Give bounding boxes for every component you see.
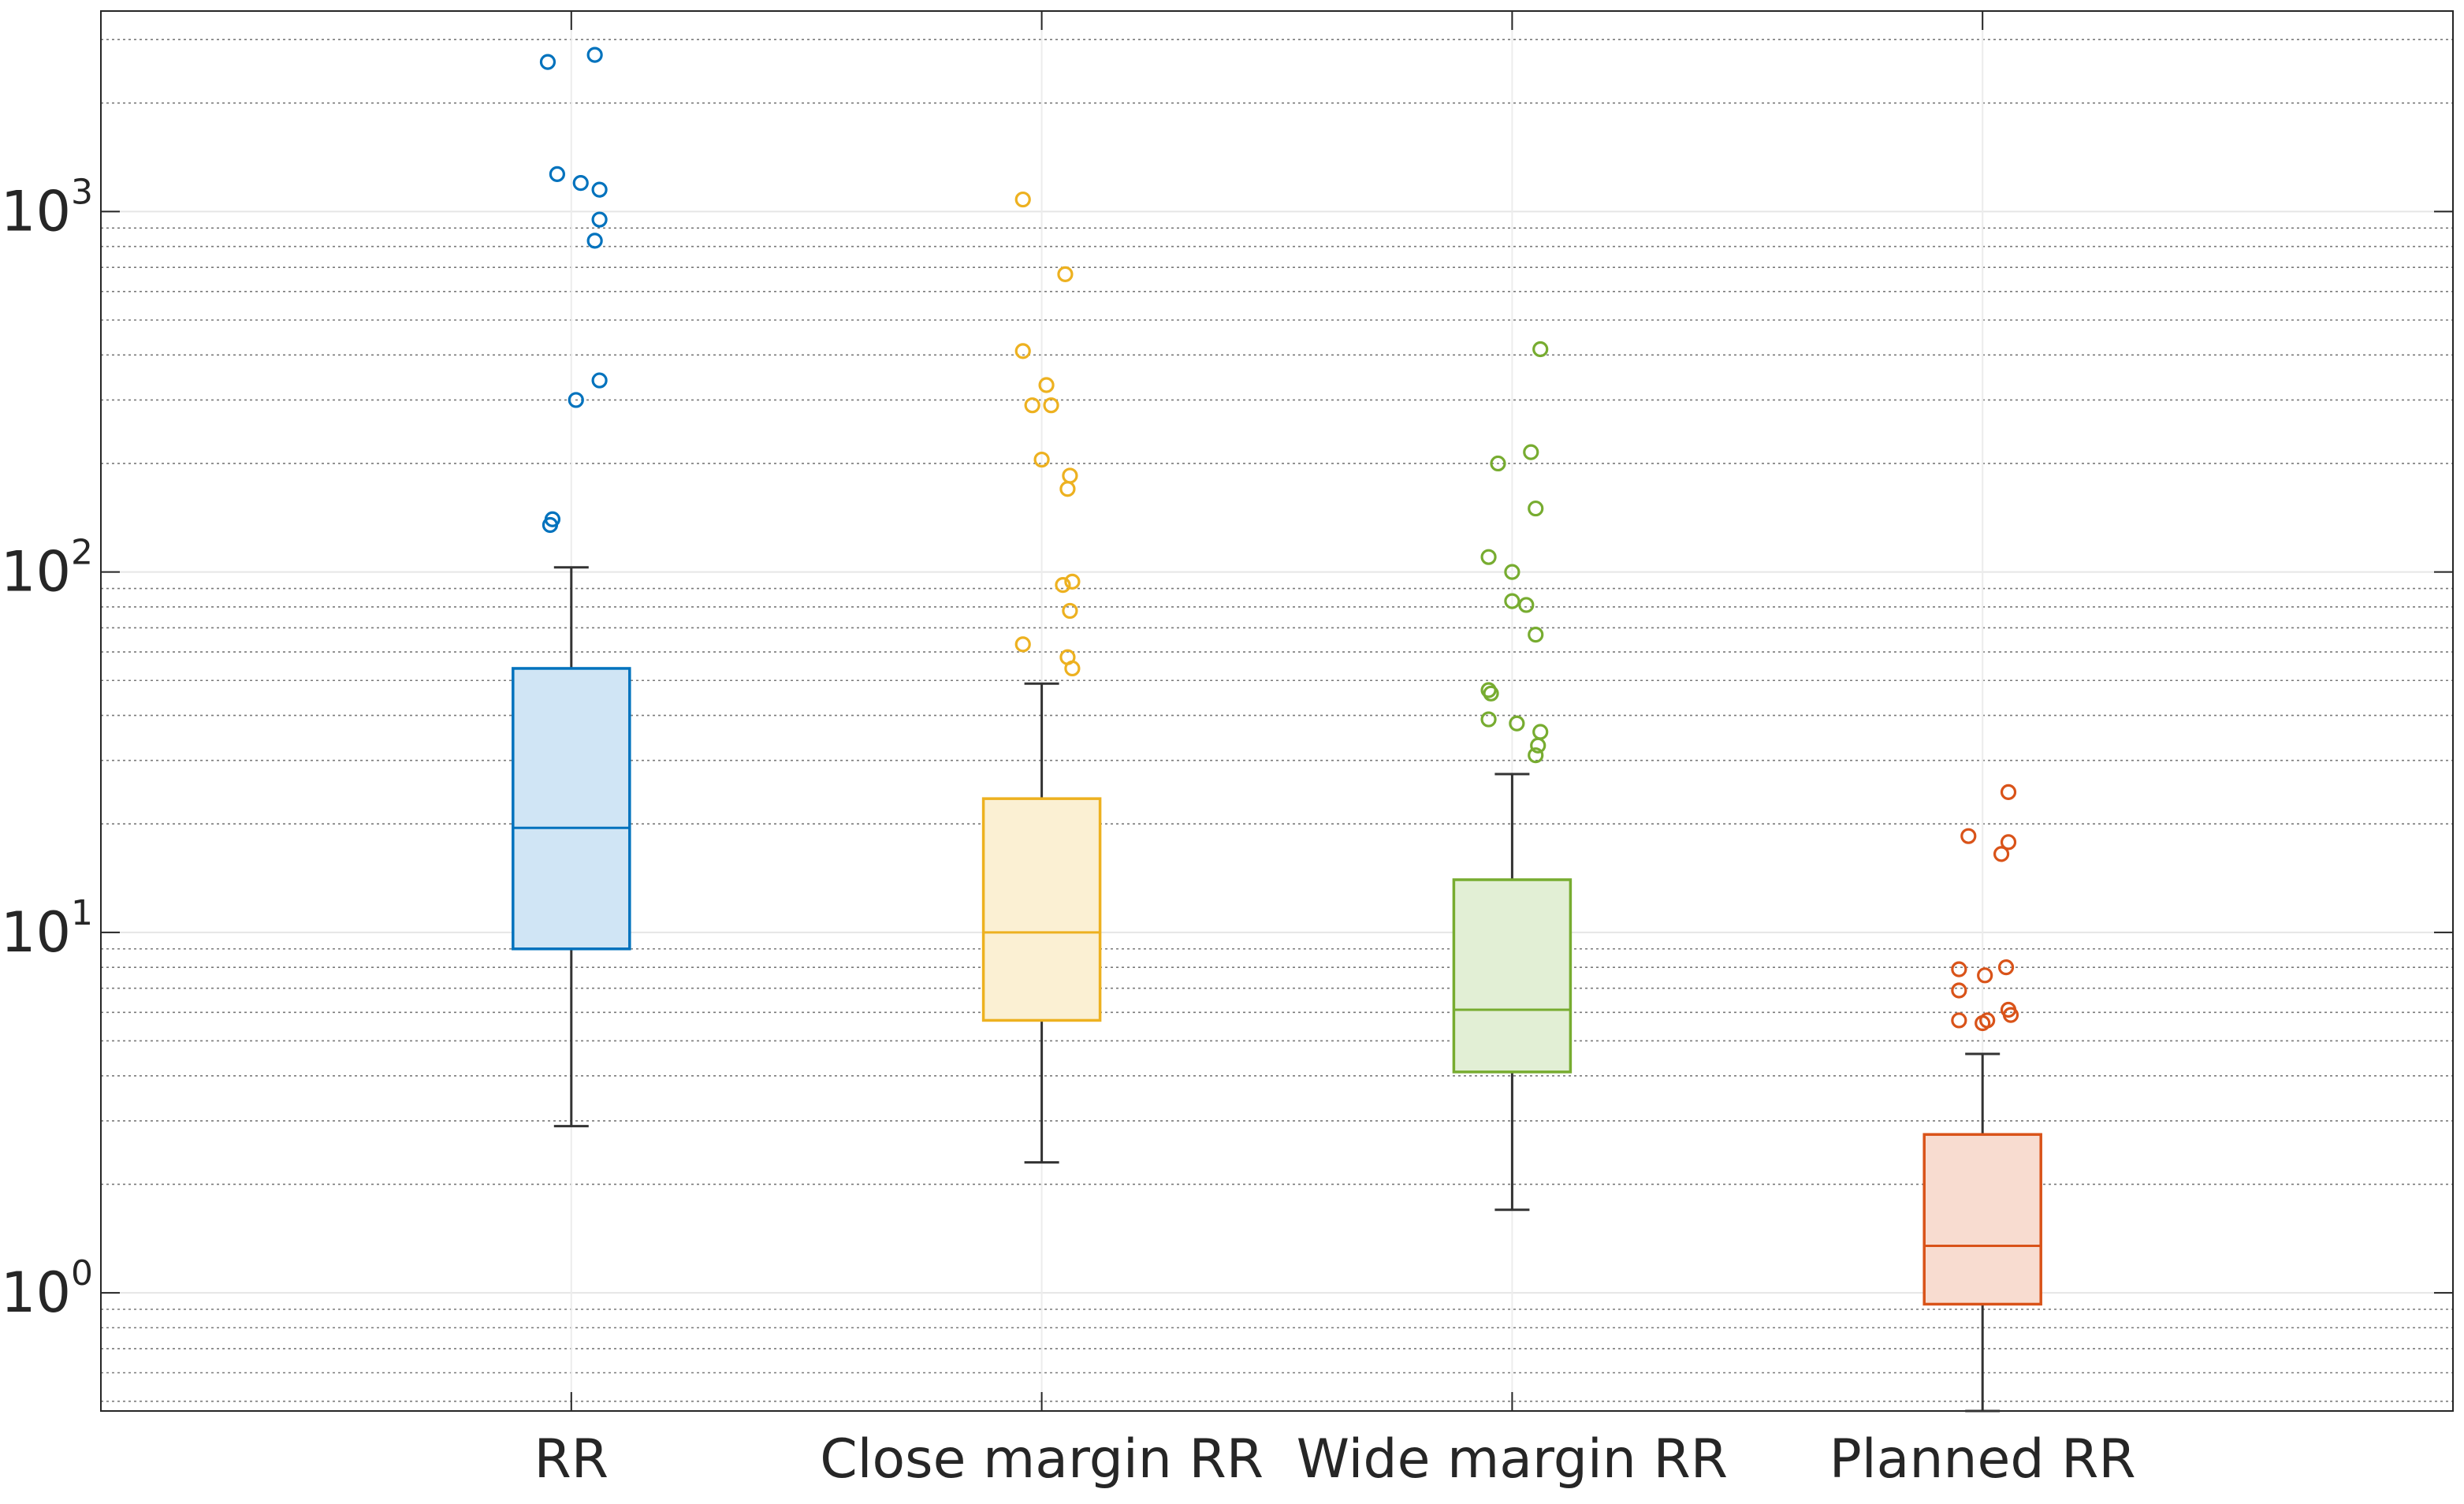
outlier-point xyxy=(1951,982,1967,999)
interquartile-box xyxy=(512,667,631,951)
outlier-point xyxy=(1528,627,1544,643)
axes xyxy=(100,10,2454,1412)
interquartile-box xyxy=(1922,1133,2042,1306)
outlier-point xyxy=(1038,377,1055,393)
outlier-point xyxy=(1057,266,1074,282)
outlier-point xyxy=(1490,455,1506,472)
outlier-point xyxy=(586,47,603,63)
box-planned-rr xyxy=(1922,784,2042,1413)
outlier-point xyxy=(591,372,608,389)
outlier-point xyxy=(2000,834,2017,851)
interquartile-box xyxy=(981,797,1102,1022)
outlier-point xyxy=(1064,660,1081,677)
outlier-point xyxy=(1062,467,1078,484)
y-tick-label: 102 xyxy=(1,533,93,605)
outlier-point xyxy=(1951,1012,1967,1029)
outlier-point xyxy=(1532,341,1549,358)
outlier-point xyxy=(2002,1007,2019,1023)
outlier-point xyxy=(1960,828,1977,844)
box-rr xyxy=(512,47,631,1128)
outlier-point xyxy=(1014,343,1031,359)
outlier-point xyxy=(2000,784,2017,800)
outlier-point xyxy=(1997,959,2015,976)
x-category-label: Planned RR xyxy=(1829,1428,2136,1491)
outlier-point xyxy=(1014,191,1031,208)
outlier-point xyxy=(1523,444,1539,460)
outlier-point xyxy=(1518,597,1535,613)
outlier-point xyxy=(1532,724,1549,740)
outlier-point xyxy=(1528,747,1544,764)
outlier-point xyxy=(1480,711,1497,728)
outlier-point xyxy=(1024,397,1040,414)
outlier-point xyxy=(591,181,608,198)
outlier-point xyxy=(539,54,556,70)
outlier-point xyxy=(542,516,559,534)
outlier-point xyxy=(1530,737,1547,754)
grid xyxy=(101,11,2453,1411)
x-category-label: RR xyxy=(534,1428,609,1491)
y-tick-label: 103 xyxy=(1,172,93,244)
outlier-point xyxy=(1483,685,1499,702)
outlier-point xyxy=(1055,577,1071,594)
box-plots xyxy=(512,47,2042,1413)
outlier-point xyxy=(1504,593,1520,609)
outlier-point xyxy=(1977,967,1993,984)
outlier-point xyxy=(1509,715,1525,732)
outlier-point xyxy=(1062,602,1078,620)
interquartile-box xyxy=(1452,878,1573,1074)
box-close-margin-rr xyxy=(981,191,1102,1164)
outlier-point xyxy=(586,233,603,249)
outlier-point xyxy=(572,175,589,192)
outlier-point xyxy=(1951,961,1967,977)
outlier-point xyxy=(1043,397,1059,414)
outlier-point xyxy=(591,211,608,228)
outlier-point xyxy=(1528,500,1544,517)
outlier-point xyxy=(1033,451,1050,468)
outlier-point xyxy=(568,392,584,408)
outlier-point xyxy=(1059,481,1076,497)
outlier-point xyxy=(1064,573,1081,590)
x-category-label: Wide margin RR xyxy=(1297,1428,1728,1491)
y-tick-label: 101 xyxy=(1,893,93,965)
axes-frame xyxy=(100,10,2454,1412)
box-wide-margin-rr xyxy=(1452,341,1573,1212)
outlier-point xyxy=(549,166,565,182)
outlier-point xyxy=(1993,846,2010,862)
y-tick-labels: 100 101 102 103 xyxy=(1,172,93,1325)
outlier-point xyxy=(1975,1014,1991,1032)
x-tick-labels: RR Close margin RR Wide margin RR Planned R… xyxy=(534,1428,2136,1491)
outlier-point xyxy=(1480,549,1497,565)
x-category-label: Close margin RR xyxy=(820,1428,1264,1491)
outlier-point xyxy=(1504,564,1520,580)
y-tick-label: 100 xyxy=(1,1253,93,1325)
outlier-point xyxy=(1014,636,1031,653)
